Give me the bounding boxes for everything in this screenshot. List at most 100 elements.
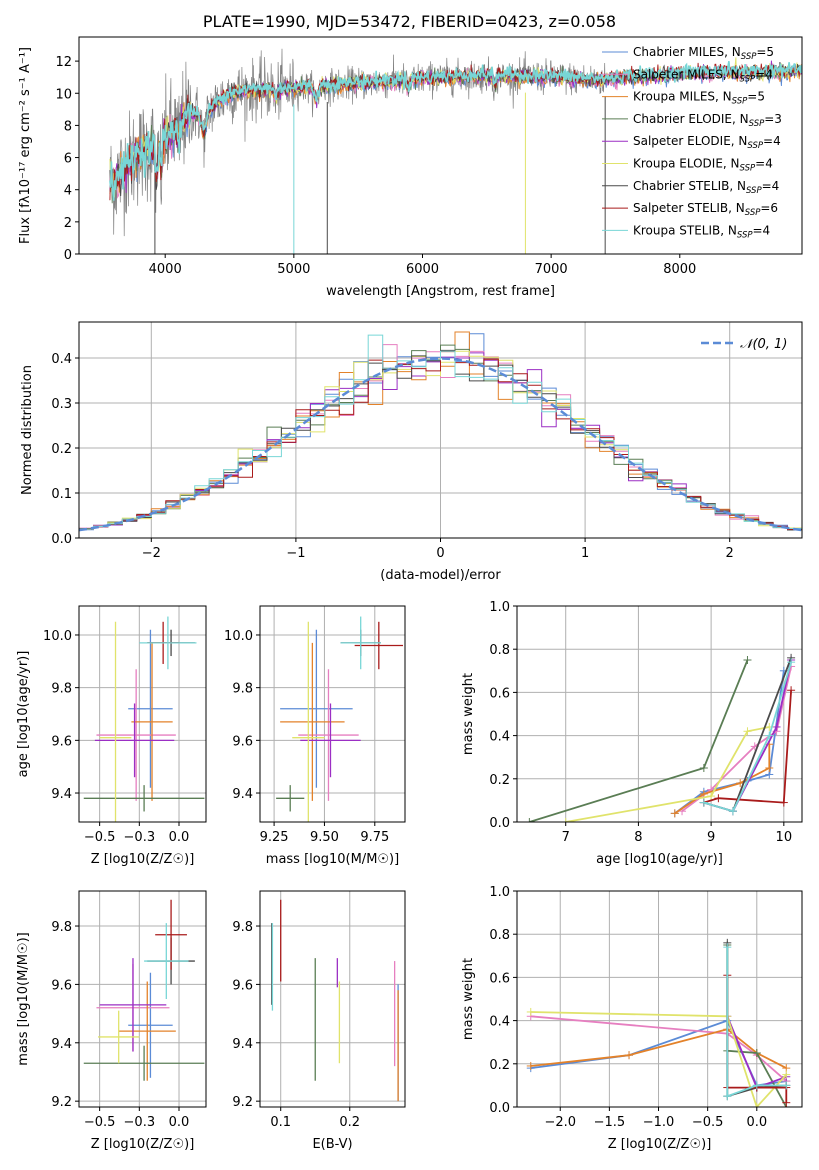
y-tick-label: 0.0: [489, 1101, 510, 1116]
plot-area: [83, 616, 205, 822]
figure-title: PLATE=1990, MJD=53472, FIBERID=0423, z=0…: [202, 12, 617, 31]
x-tick-label: 0.0: [169, 1115, 190, 1130]
x-axis-label: E(B-V): [312, 1137, 352, 1152]
x-tick-label: 0.0: [169, 830, 190, 845]
y-tick-label: 4: [64, 184, 72, 199]
y-axis-label: mass weight: [461, 958, 476, 1040]
x-tick-label: 9.75: [360, 830, 389, 845]
y-tick-label: 9.6: [232, 978, 253, 993]
y-tick-label: 0.4: [51, 352, 72, 367]
legend-entry: Salpeter MILES, NSSP=4: [633, 67, 773, 84]
y-tick-label: 9.8: [232, 682, 253, 697]
spectrum-model-line: [109, 61, 802, 201]
panel-age_vs_Z: −0.5 −0.3 0.0 9.4 9.6 9.8 10.0 Z [log10(Z/Z☉)] a…: [16, 605, 207, 867]
x-tick-label: 0: [436, 546, 444, 561]
spectrum-model-line: [109, 63, 802, 191]
plot-area: [109, 48, 802, 254]
x-tick-label: −2.0: [544, 1115, 576, 1130]
legend-entry: Kroupa ELODIE, NSSP=4: [633, 157, 773, 174]
y-tick-label: 9.2: [51, 1095, 72, 1110]
x-tick-label: 0.2: [339, 1115, 360, 1130]
y-axis-label: Flux [fλ10⁻¹⁷ erg cm⁻² s⁻¹ A⁻¹]: [18, 47, 33, 244]
plot-area: [83, 899, 205, 1081]
legend-entry: Salpeter ELODIE, NSSP=4: [633, 134, 781, 151]
legend-entry: Salpeter STELIB, NSSP=6: [633, 201, 778, 218]
y-tick-label: 9.6: [232, 734, 253, 749]
x-tick-label: 5000: [277, 262, 310, 277]
axes-frame: [78, 321, 803, 539]
panel-massweight_vs_age: 7 8 9 10 0.0 0.2 0.4 0.6 0.8 1.0 age [log10(age/yr…: [461, 600, 803, 867]
y-axis-label: Normed distribution: [20, 365, 35, 495]
weight-series-line: [726, 947, 787, 1098]
y-tick-label: 0.4: [489, 1015, 510, 1030]
y-tick-label: 8: [64, 119, 72, 134]
x-tick-label: −0.5: [84, 830, 116, 845]
x-tick-label: 0.0: [746, 1115, 767, 1130]
x-tick-label: 9: [707, 830, 715, 845]
weight-series-line: [530, 1015, 787, 1082]
legend-entry: Chabrier ELODIE, NSSP=3: [633, 112, 782, 129]
legend: Chabrier MILES, NSSP=5 Salpeter MILES, NS…: [602, 45, 782, 240]
x-tick-label: 8: [634, 830, 642, 845]
y-tick-label: 9.4: [51, 1037, 72, 1052]
y-tick-label: 9.6: [51, 734, 72, 749]
x-axis-label: wavelength [Angstrom, rest frame]: [326, 284, 555, 299]
x-tick-label: −0.3: [124, 1115, 156, 1130]
x-axis-label: Z [log10(Z/Z☉)]: [91, 852, 195, 867]
legend-entry: 𝒩(0, 1): [740, 337, 787, 352]
plot-area: [526, 938, 791, 1107]
weight-series-line: [530, 1011, 787, 1107]
panel-residuals: −2 −1 0 1 2 0.0 0.1 0.2 0.3 0.4 (data-model)/error…: [20, 321, 803, 583]
axes-frame: [78, 890, 207, 1108]
axes-frame: [516, 605, 803, 823]
x-tick-label: −0.5: [692, 1115, 724, 1130]
x-tick-label: −2: [142, 546, 161, 561]
panel-age_vs_mass: 9.25 9.50 9.75 9.4 9.6 9.8 10.0 mass [log10(M/M…: [224, 605, 406, 867]
y-tick-label: 9.8: [232, 920, 253, 935]
legend-entry: Kroupa MILES, NSSP=5: [633, 90, 765, 107]
y-tick-label: 9.4: [51, 787, 72, 802]
x-axis-label: age [log10(age/yr)]: [596, 852, 723, 867]
x-axis-label: Z [log10(Z/Z☉)]: [608, 1137, 712, 1152]
spectrum-model-line: [109, 64, 802, 195]
y-tick-label: 9.8: [51, 682, 72, 697]
plot-area: [271, 899, 399, 1102]
y-tick-label: 1.0: [489, 885, 510, 900]
x-axis-label: Z [log10(Z/Z☉)]: [91, 1137, 195, 1152]
y-tick-label: 0.2: [489, 773, 510, 788]
y-tick-label: 2: [64, 216, 72, 231]
plot-area: [79, 331, 802, 533]
y-tick-label: 9.4: [232, 787, 253, 802]
plot-area: [276, 616, 403, 822]
x-tick-label: 9.50: [310, 830, 339, 845]
y-axis-label: mass [log10(M/M☉)]: [16, 932, 31, 1065]
x-tick-label: −1.5: [594, 1115, 626, 1130]
panel-massweight_vs_Z: −2.0 −1.5 −1.0 −0.5 0.0 0.0 0.2 0.4 0.6 0.8 1.0 Z […: [461, 885, 803, 1152]
y-tick-label: 9.6: [51, 978, 72, 993]
y-tick-label: 9.4: [232, 1037, 253, 1052]
weight-series-line: [703, 690, 792, 804]
legend-entry: Chabrier STELIB, NSSP=4: [633, 179, 779, 196]
weight-series-line: [703, 661, 792, 813]
y-tick-label: 0.8: [489, 643, 510, 658]
x-tick-label: 10: [776, 830, 793, 845]
y-tick-label: 10.0: [43, 629, 72, 644]
y-tick-label: 10.0: [224, 629, 253, 644]
y-tick-label: 0.3: [51, 397, 72, 412]
y-tick-label: 0.1: [51, 487, 72, 502]
panel-mass_vs_Z: −0.5 −0.3 0.0 9.2 9.4 9.6 9.8 Z [log10(Z/Z☉)] ma…: [16, 890, 207, 1152]
y-tick-label: 9.8: [51, 920, 72, 935]
y-tick-label: 0.6: [489, 686, 510, 701]
x-tick-label: 4000: [149, 262, 182, 277]
x-tick-label: 0.1: [270, 1115, 291, 1130]
x-tick-label: 2: [726, 546, 734, 561]
x-axis-label: mass [log10(M/M☉)]: [266, 852, 399, 867]
x-tick-label: 8000: [663, 262, 696, 277]
y-tick-label: 1.0: [489, 600, 510, 615]
normal-curve: [79, 357, 802, 532]
axes-frame: [259, 605, 406, 823]
legend-entry: Kroupa STELIB, NSSP=4: [633, 223, 770, 240]
y-tick-label: 12: [55, 55, 72, 70]
y-tick-label: 0.8: [489, 928, 510, 943]
